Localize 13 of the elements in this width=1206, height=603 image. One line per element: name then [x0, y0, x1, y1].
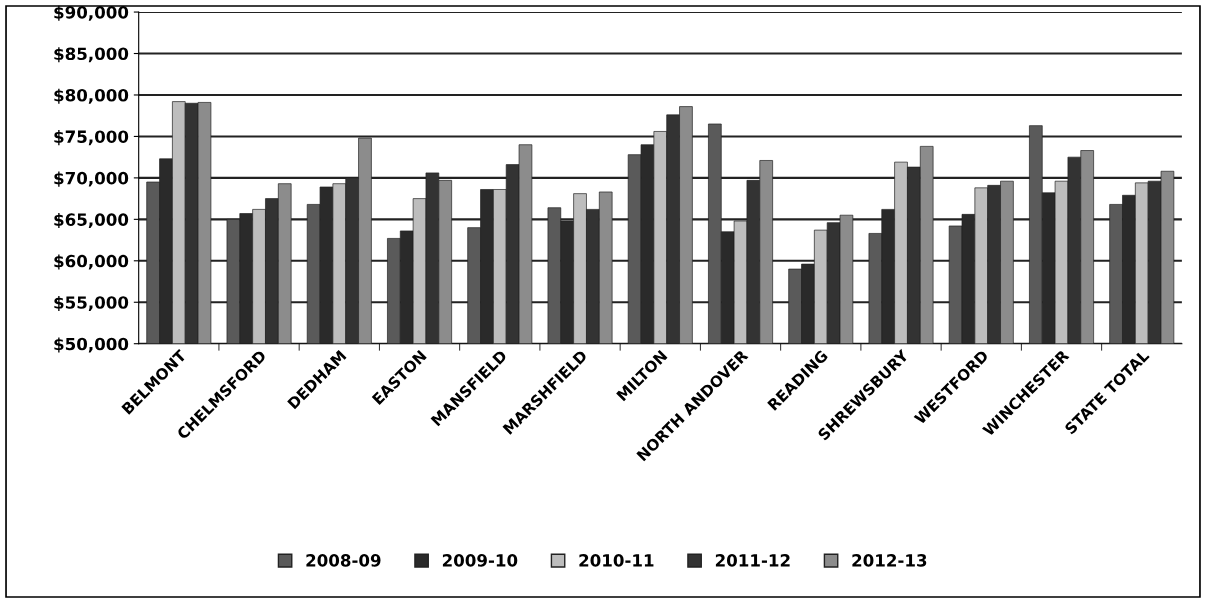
- y-tick-label: $85,000: [54, 47, 129, 63]
- y-tick-label: $90,000: [54, 5, 129, 21]
- legend-label: 2009-10: [442, 554, 518, 567]
- y-tick-label: $80,000: [54, 88, 129, 104]
- y-tick-label: $60,000: [54, 254, 129, 270]
- legend-label: 2011-12: [715, 554, 790, 567]
- y-tick-label: $70,000: [54, 171, 129, 187]
- y-tick-label: $65,000: [54, 213, 129, 229]
- y-tick-label: $75,000: [54, 130, 129, 146]
- y-tick-label: $55,000: [54, 295, 129, 312]
- legend-label: 2012-13: [852, 554, 927, 567]
- legend-label: 2008-09: [306, 554, 381, 567]
- legend-label: 2010-11: [579, 554, 654, 567]
